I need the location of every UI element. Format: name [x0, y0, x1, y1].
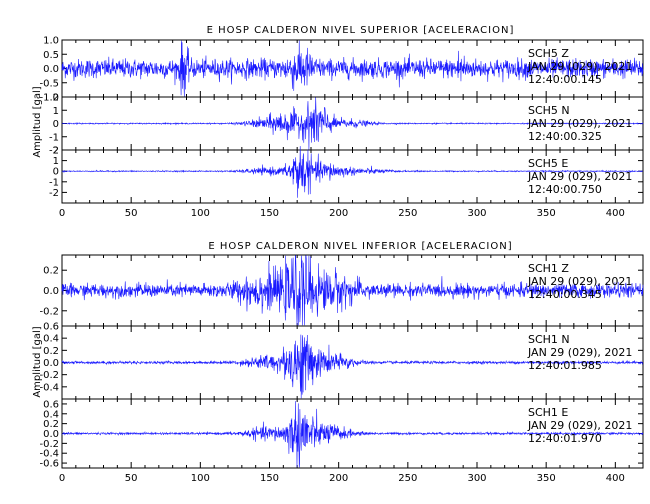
chart-panel-1: E HOSP CALDERON NIVEL SUPERIOR [ACELERAC…	[32, 25, 644, 219]
y-tick-label: -2	[49, 188, 59, 199]
y-tick-label: 0.6	[43, 322, 59, 333]
y-tick-label: 0.2	[43, 419, 59, 430]
date-label: JAN 29 (029), 2021	[527, 60, 632, 73]
y-tick-label: 0.4	[43, 334, 59, 345]
y-tick-label: 0.0	[43, 64, 59, 75]
y-tick-label: -1	[49, 132, 59, 143]
time-label: 12:40:00.345	[528, 288, 602, 301]
y-tick-label: -1	[49, 177, 59, 188]
series-line-SCH5-Z	[61, 40, 644, 97]
y-tick-label: 0.2	[43, 266, 59, 277]
x-tick-label: 50	[125, 473, 138, 484]
x-tick-label: 350	[537, 208, 556, 219]
y-tick-label: -0.5	[39, 78, 59, 89]
series-line-SCH5-E	[61, 146, 644, 198]
y-tick-label: 1	[53, 106, 59, 117]
y-tick-label: 0.0	[43, 358, 59, 369]
y-tick-label: 0.0	[43, 429, 59, 440]
channel-label: SCH1 N	[528, 333, 570, 346]
y-tick-label: -1.0	[39, 93, 59, 104]
x-tick-label: 400	[606, 473, 625, 484]
x-tick-label: 400	[606, 208, 625, 219]
y-tick-label: -0.2	[39, 370, 59, 381]
y-tick-label: -0.6	[39, 459, 59, 470]
x-tick-label: 50	[125, 208, 138, 219]
y-axis-label: Amplitud [gal]	[32, 326, 43, 397]
channel-label: SCH1 E	[528, 406, 568, 419]
series-line-SCH5-N	[61, 97, 644, 150]
time-label: 12:40:00.145	[528, 73, 602, 86]
x-tick-label: 150	[260, 473, 279, 484]
x-tick-label: 300	[467, 208, 486, 219]
channel-label: SCH5 E	[528, 157, 568, 170]
date-label: JAN 29 (029), 2021	[527, 170, 632, 183]
x-tick-label: 250	[398, 208, 417, 219]
series-line-SCH1-Z	[61, 255, 644, 326]
x-tick-label: 250	[398, 473, 417, 484]
panel-title: E HOSP CALDERON NIVEL SUPERIOR [ACELERAC…	[207, 25, 515, 36]
x-tick-label: 100	[191, 473, 210, 484]
y-tick-label: 0.5	[43, 50, 59, 61]
date-label: JAN 29 (029), 2021	[527, 117, 632, 130]
date-label: JAN 29 (029), 2021	[527, 275, 632, 288]
y-tick-label: 0.0	[43, 286, 59, 297]
time-label: 12:40:01.985	[528, 359, 602, 372]
time-label: 12:40:00.325	[528, 130, 602, 143]
channel-label: SCH1 Z	[528, 262, 569, 275]
y-tick-label: -2	[49, 146, 59, 157]
x-tick-label: 0	[59, 208, 65, 219]
channel-label: SCH5 Z	[528, 47, 569, 60]
x-tick-label: 150	[260, 208, 279, 219]
y-tick-label: 1.0	[43, 36, 59, 47]
y-tick-label: -0.4	[39, 382, 59, 393]
date-label: JAN 29 (029), 2021	[527, 346, 632, 359]
y-tick-label: 0.2	[43, 346, 59, 357]
y-tick-label: 0.6	[43, 399, 59, 410]
y-tick-label: -0.2	[39, 439, 59, 450]
time-label: 12:40:01.970	[528, 432, 602, 445]
y-tick-label: 2	[53, 93, 59, 104]
x-tick-label: 0	[59, 473, 65, 484]
date-label: JAN 29 (029), 2021	[527, 419, 632, 432]
y-tick-label: 0.4	[43, 409, 59, 420]
x-tick-label: 200	[329, 208, 348, 219]
y-tick-label: 0	[53, 167, 59, 178]
chart-panel-2: E HOSP CALDERON NIVEL INFERIOR [ACELERAC…	[32, 241, 644, 484]
series-line-SCH1-N	[61, 334, 644, 399]
channel-label: SCH5 N	[528, 104, 570, 117]
x-tick-label: 350	[537, 473, 556, 484]
y-tick-label: -0.2	[39, 306, 59, 317]
y-tick-label: 2	[53, 146, 59, 157]
time-label: 12:40:00.750	[528, 183, 602, 196]
y-tick-label: -0.4	[39, 449, 59, 460]
x-tick-label: 100	[191, 208, 210, 219]
panel-title: E HOSP CALDERON NIVEL INFERIOR [ACELERAC…	[208, 241, 512, 252]
x-tick-label: 200	[329, 473, 348, 484]
y-tick-label: 1	[53, 156, 59, 167]
series-line-SCH1-E	[61, 401, 644, 468]
y-axis-label: Amplitud [gal]	[32, 86, 43, 157]
x-tick-label: 300	[467, 473, 486, 484]
y-tick-label: 0	[53, 119, 59, 130]
